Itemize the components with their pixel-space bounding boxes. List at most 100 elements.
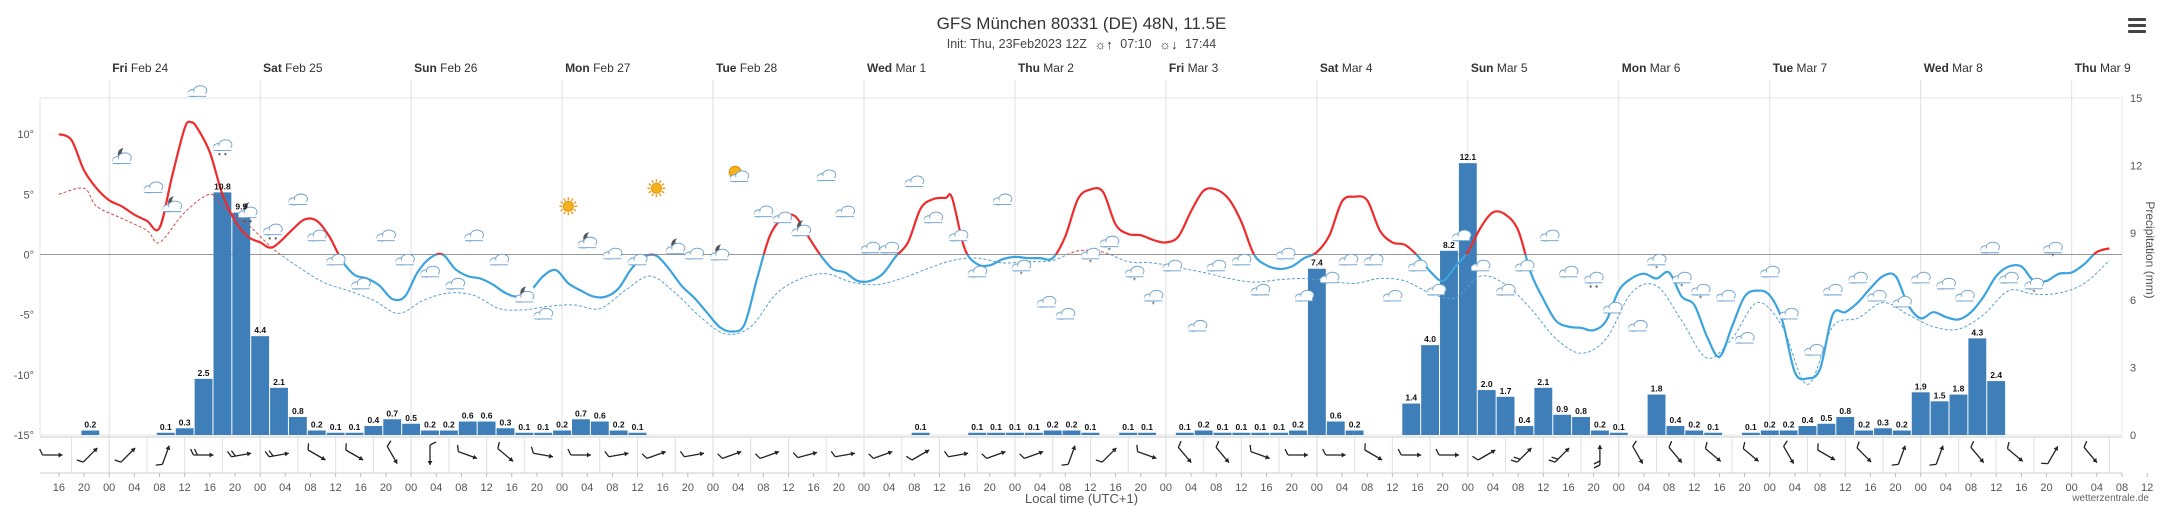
moon-cloud-icon (791, 219, 812, 237)
snow-cloud-icon: * (2024, 277, 2044, 298)
wind-barb-flag (1435, 448, 1440, 456)
day-name: Fri (112, 61, 131, 75)
cloud-base (376, 236, 394, 241)
precip-bar-label: 9.9 (235, 202, 247, 212)
wind-barb-flag (1668, 440, 1673, 448)
precip-bar-label: 0.1 (1141, 422, 1153, 432)
precip-bar-label: 8.2 (1443, 240, 1455, 250)
cloud-icon (1231, 253, 1252, 266)
sun-ray (661, 183, 665, 186)
cloud-icon (772, 211, 793, 224)
cloud-base (1408, 266, 1426, 271)
hour-tick-label: 08 (455, 482, 467, 494)
wind-barb-flag (76, 459, 84, 463)
precip-bar (326, 432, 345, 435)
day-label: Sat Feb 25 (263, 61, 323, 75)
wind-row (39, 436, 2122, 474)
day-label: Tue Mar 7 (1773, 61, 1828, 75)
wind-barb-flag (2006, 441, 2010, 449)
cloud-icon (816, 169, 837, 182)
precip-bar-label: 0.1 (537, 422, 549, 432)
hour-tick-label: 04 (1034, 482, 1046, 494)
precip-bar-label: 4.4 (254, 325, 266, 335)
moon-cloud-icon (514, 285, 535, 303)
rain-drop (1595, 285, 1598, 288)
wind-barb-head (209, 452, 214, 458)
cloud-base (1540, 236, 1558, 241)
precip-bar (1024, 432, 1043, 435)
wind-barb (1136, 444, 1157, 460)
cloud-icon (1980, 241, 2000, 254)
hour-tick-label: 12 (933, 482, 945, 494)
cloud-icon (628, 253, 648, 266)
precip-tick-label: 0 (2130, 430, 2136, 442)
wind-barb-flag (1215, 440, 1220, 448)
wind-barb (1817, 443, 1836, 461)
moon-cloud-icon (162, 195, 183, 213)
hour-tick-label: 16 (657, 482, 669, 494)
day-name: Wed (867, 61, 895, 75)
day-label: Mon Mar 6 (1622, 61, 1681, 75)
precip-bar-label: 0.1 (1179, 422, 1191, 432)
day-date: Mar 2 (1043, 61, 1074, 75)
precip-bar (1590, 430, 1609, 435)
precip-bar (515, 432, 534, 435)
temp-tick-label: 10° (17, 129, 34, 141)
day-label: Sat Mar 4 (1320, 61, 1373, 75)
hour-tick-label: 12 (1235, 482, 1247, 494)
cloud-icon (1779, 307, 1799, 320)
precip-bar-label: 0.1 (1217, 422, 1229, 432)
cloud-base (666, 249, 684, 254)
wind-barb (1061, 445, 1077, 466)
hour-tick-label: 04 (2091, 482, 2103, 494)
temperature-line-warm (58, 120, 2110, 255)
precip-bar-label: 0.8 (1575, 406, 1587, 416)
sun-ray (658, 180, 662, 184)
wind-barb (1364, 443, 1383, 461)
precip-axis-title: Precipitation (mm) (2143, 201, 2157, 299)
precip-bar-label: 0.1 (330, 422, 342, 432)
hamburger-menu-icon[interactable] (2128, 18, 2146, 34)
wind-barb-head (1490, 449, 1496, 455)
precipitation-labels: 0.2 0.1 0.3 2.5 10.8 9.9 4.4 2.1 0.8 0.2 0.1 0.1 0.4… (84, 152, 2002, 432)
hour-tick-label: 16 (1562, 482, 1574, 494)
hour-tick-label: 00 (1613, 482, 1625, 494)
precip-bar (81, 430, 100, 435)
hour-tick-label: 12 (1688, 482, 1700, 494)
wind-barb-flag (1061, 463, 1069, 466)
snow-cloud-icon: * (1099, 235, 1120, 255)
hour-tick-label: 16 (53, 482, 65, 494)
cloud-icon (533, 307, 554, 320)
hour-tick-label: 12 (631, 482, 643, 494)
wind-barb-flag (1177, 440, 1182, 448)
cloud-icon (1804, 344, 1824, 356)
precip-bar-label: 0.1 (971, 422, 983, 432)
wind-barb-head (1111, 447, 1117, 453)
cloud-base (1364, 260, 1382, 265)
hour-tick-label: 04 (128, 482, 140, 494)
cloud-base (1295, 296, 1313, 301)
wind-barb (264, 450, 289, 458)
wind-barb-head (812, 451, 818, 456)
day-label: Mon Feb 27 (565, 61, 631, 75)
hour-tick-label: 12 (330, 482, 342, 494)
precip-bar (1345, 430, 1364, 435)
cloud-base (861, 248, 879, 253)
wind-barb (114, 447, 136, 463)
day-name: Sat (1320, 61, 1342, 75)
weather-symbols: * * * * * * * * * * (112, 85, 2063, 356)
wind-barb (2083, 440, 2098, 464)
wind-barb-head (1979, 457, 1984, 463)
cloud-base (1427, 290, 1445, 295)
precip-bar (1704, 432, 1723, 435)
wind-barb-flag (189, 448, 195, 456)
cloud-base (628, 260, 646, 265)
precip-bar (1213, 432, 1232, 435)
precip-bar (572, 419, 590, 435)
wind-barb-head (1597, 445, 1603, 449)
precip-bar-label: 2.1 (273, 377, 285, 387)
day-name: Mon (1622, 61, 1650, 75)
hour-tick-label: 04 (430, 482, 442, 494)
snow-flake: * (1655, 264, 1658, 273)
hour-tick-label: 08 (1059, 482, 1071, 494)
